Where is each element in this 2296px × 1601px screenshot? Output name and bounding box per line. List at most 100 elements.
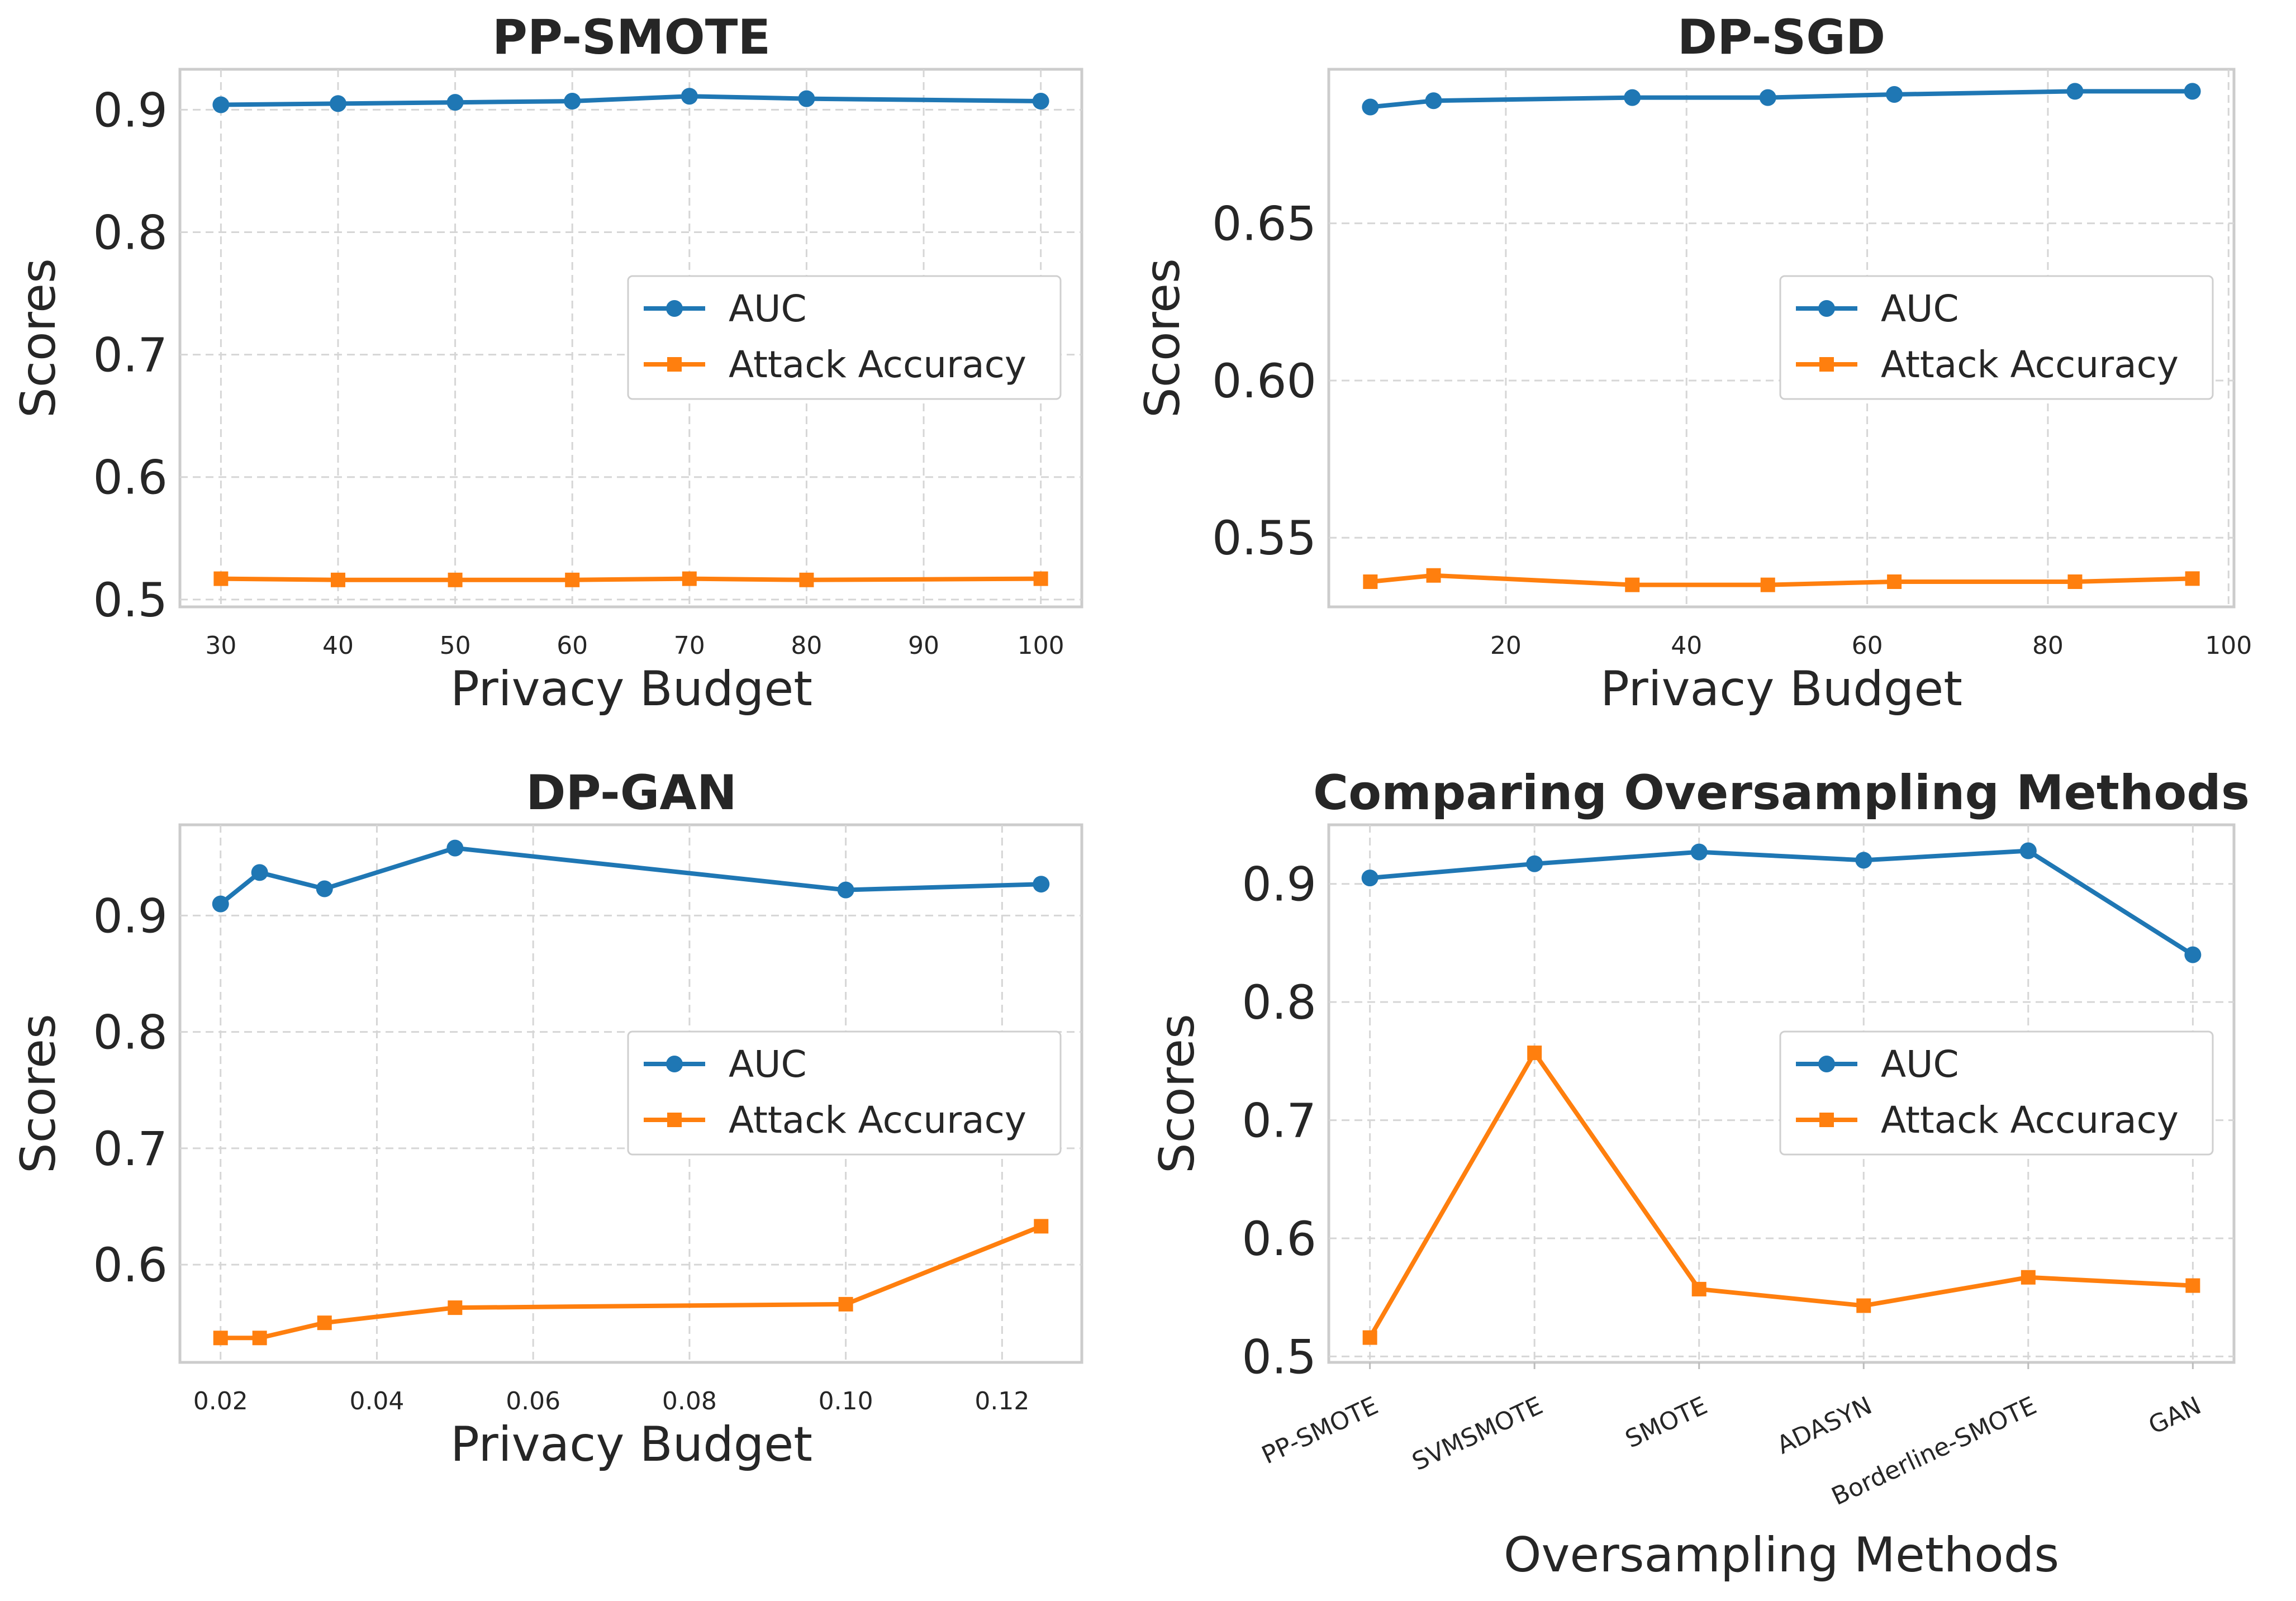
x-tick-label: 100: [1018, 631, 1064, 660]
legend-box: [1779, 275, 2214, 400]
x-tick-label: 40: [1671, 631, 1702, 660]
y-tick-label: 0.8: [1242, 975, 1316, 1030]
plot-body: 0.5 0.6 0.7 0.8 0.9 30 40 50 60 70 80 90 100: [93, 69, 1082, 660]
x-tick-label: 0.06: [506, 1387, 560, 1415]
x-tick-label: SMOTE: [1621, 1391, 1712, 1454]
legend: AUC Attack Accuracy: [627, 1030, 1062, 1156]
data-point-attack-accuracy: [2185, 571, 2200, 586]
x-tick-label: 0.02: [193, 1387, 248, 1415]
y-tick-label: 0.5: [1242, 1329, 1316, 1384]
data-point-auc: [212, 96, 230, 113]
y-tick-label: 0.8: [93, 1005, 168, 1060]
data-point-auc: [446, 839, 464, 857]
legend-label: AUC: [1881, 287, 1959, 330]
legend-label: AUC: [729, 287, 807, 330]
data-point-attack-accuracy: [1625, 577, 1640, 592]
data-point-attack-accuracy: [252, 1331, 267, 1346]
data-point-auc: [329, 95, 346, 112]
data-point-attack-accuracy: [1426, 568, 1441, 583]
x-tick-label: 0.10: [819, 1387, 873, 1415]
data-point-attack-accuracy: [330, 572, 345, 587]
panel-pp-smote: PP-SMOTE 0.5 0.6 0.7 0.8 0.9 30 40 50 60 70 80 90 10…: [11, 9, 1083, 717]
legend: AUC Attack Accuracy: [1779, 275, 2214, 400]
legend-marker: [667, 357, 682, 372]
legend-marker: [1818, 300, 1835, 317]
y-tick-label: 0.7: [93, 328, 168, 383]
x-tick-label: 40: [322, 631, 354, 660]
data-point-auc: [316, 880, 333, 897]
legend-label: Attack Accuracy: [1881, 343, 2179, 386]
legend-marker: [1819, 357, 1834, 372]
x-tick-label: SVMSMOTE: [1408, 1391, 1547, 1476]
data-point-auc: [837, 881, 854, 899]
y-tick-label: 0.65: [1212, 197, 1316, 251]
y-axis-label: Scores: [11, 1014, 66, 1174]
y-tick-label: 0.6: [1242, 1212, 1316, 1266]
y-tick-label: 0.5: [93, 573, 168, 628]
x-tick-label: 80: [2032, 631, 2064, 660]
panel-dp-sgd: DP-SGD 0.55 0.60 0.65 20 40 60 80 100 Privacy B…: [1135, 9, 2252, 717]
data-point-auc: [212, 895, 229, 913]
x-tick-label: GAN: [2144, 1391, 2205, 1440]
legend-marker: [666, 300, 683, 317]
x-tick-label: ADASYN: [1772, 1391, 1876, 1460]
x-tick-label: 70: [674, 631, 705, 660]
x-tick-label: 60: [557, 631, 588, 660]
x-tick-label: 50: [440, 631, 471, 660]
x-tick-label: 20: [1490, 631, 1522, 660]
data-point-attack-accuracy: [1887, 574, 1902, 589]
x-tick-label: PP-SMOTE: [1257, 1391, 1382, 1470]
data-point-attack-accuracy: [1033, 571, 1048, 586]
data-point-auc: [564, 92, 581, 110]
data-point-attack-accuracy: [682, 571, 697, 586]
x-axis-label: Privacy Budget: [450, 661, 812, 717]
data-point-auc: [1425, 92, 1442, 110]
y-tick-label: 0.9: [93, 83, 168, 137]
data-point-attack-accuracy: [448, 572, 463, 587]
legend-marker: [667, 1113, 682, 1127]
legend-label: Attack Accuracy: [729, 343, 1026, 386]
data-point-attack-accuracy: [1856, 1298, 1871, 1313]
x-tick-label: 60: [1852, 631, 1883, 660]
series-line-auc: [1370, 848, 2194, 957]
x-tick-label: 100: [2205, 631, 2252, 660]
data-point-attack-accuracy: [799, 572, 814, 587]
x-tick-label: 90: [908, 631, 939, 660]
y-tick-label: 0.7: [93, 1122, 168, 1176]
data-point-attack-accuracy: [2021, 1270, 2036, 1285]
data-point-attack-accuracy: [1760, 577, 1775, 592]
data-point-attack-accuracy: [448, 1300, 463, 1315]
y-tick-label: 0.9: [1242, 857, 1316, 912]
data-point-auc: [1690, 843, 1708, 861]
legend-marker: [1819, 1113, 1834, 1127]
legend-marker: [1818, 1056, 1835, 1072]
data-point-attack-accuracy: [1362, 1330, 1377, 1345]
y-tick-label: 0.60: [1212, 354, 1316, 408]
data-point-auc: [1362, 98, 1379, 116]
plot-body: 0.6 0.7 0.8 0.9 0.02 0.04 0.06 0.08 0.10 0.12: [93, 825, 1082, 1415]
legend-label: AUC: [729, 1043, 807, 1086]
y-tick-label: 0.7: [1242, 1094, 1316, 1148]
panel-title: DP-GAN: [526, 765, 737, 821]
data-point-auc: [1624, 89, 1641, 106]
y-tick-label: 0.6: [93, 450, 168, 505]
panel-title: Comparing Oversampling Methods: [1313, 765, 2250, 821]
data-point-attack-accuracy: [1691, 1281, 1706, 1296]
x-tick-label: 30: [205, 631, 236, 660]
data-point-attack-accuracy: [838, 1296, 853, 1312]
legend-marker: [666, 1056, 683, 1072]
legend-label: AUC: [1881, 1043, 1959, 1086]
legend-label: Attack Accuracy: [729, 1099, 1026, 1142]
legend-box: [627, 1030, 1062, 1156]
data-point-auc: [2019, 842, 2037, 859]
data-point-auc: [251, 864, 268, 881]
legend: AUC Attack Accuracy: [627, 275, 1062, 400]
data-point-auc: [1032, 92, 1049, 110]
x-axis-label: Oversampling Methods: [1504, 1527, 2059, 1583]
panel-title: PP-SMOTE: [492, 9, 771, 65]
legend: AUC Attack Accuracy: [1779, 1030, 2214, 1156]
legend-box: [1779, 1030, 2214, 1156]
data-point-auc: [446, 94, 464, 111]
panel-oversampling-methods: Comparing Oversampling Methods 0.5 0.6 0.7…: [1149, 765, 2250, 1583]
